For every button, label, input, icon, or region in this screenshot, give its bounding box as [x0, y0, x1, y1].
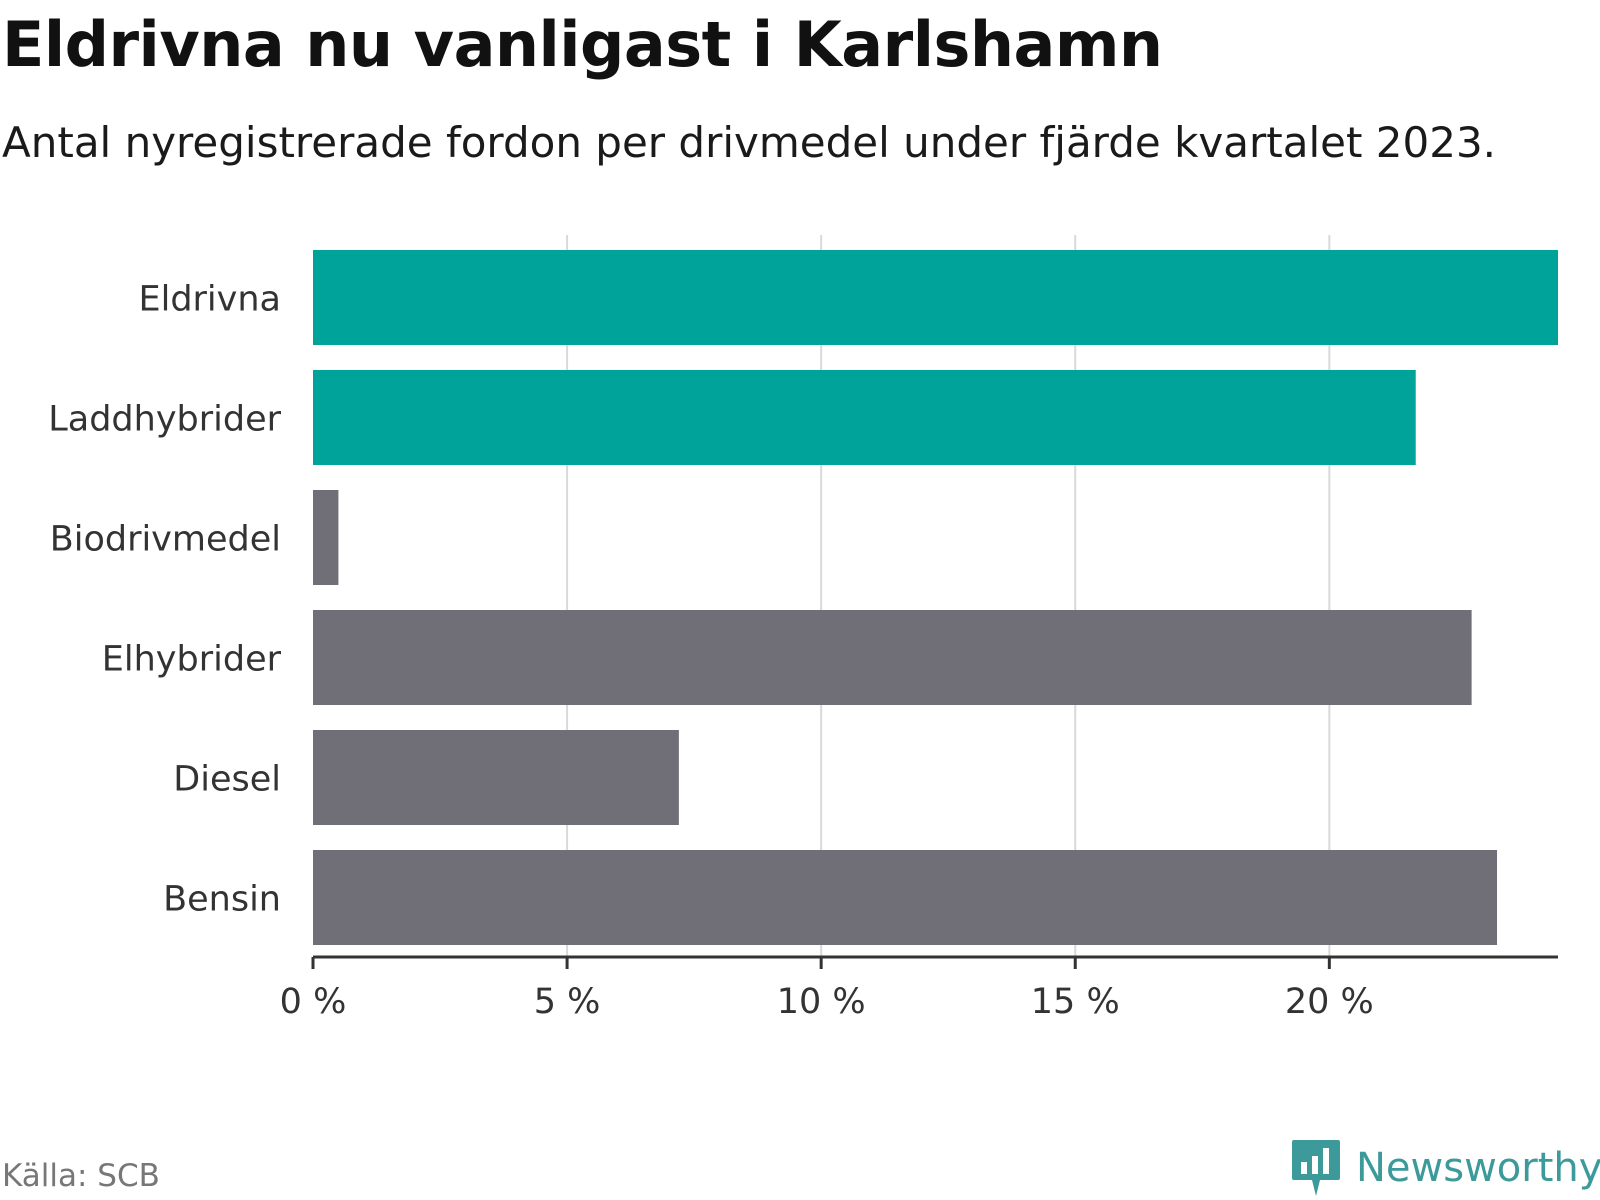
category-labels: Eldrivna Laddhybrider Biodrivmedel Elhybrid… — [48, 280, 281, 920]
x-tick-label-20: 20 % — [1285, 982, 1374, 1022]
bars — [313, 250, 1558, 945]
bar-bensin — [313, 850, 1498, 945]
x-tick-label-5: 5 % — [534, 982, 601, 1022]
bar-chart: Eldrivna Laddhybrider Biodrivmedel Elhybrid… — [48, 235, 1558, 1022]
bar-diesel — [313, 730, 679, 825]
category-label-diesel: Diesel — [173, 760, 281, 800]
chart-title: Eldrivna nu vanligast i Karlshamn — [2, 8, 1163, 81]
category-label-bensin: Bensin — [163, 880, 281, 920]
brand-logo: Newsworthy — [1290, 1140, 1600, 1196]
newsworthy-icon — [1290, 1138, 1342, 1198]
category-label-laddhybrider: Laddhybrider — [48, 400, 281, 440]
category-label-eldrivna: Eldrivna — [138, 280, 281, 320]
bar-elhybrider — [313, 610, 1472, 705]
bar-biodrivmedel — [313, 490, 339, 585]
x-tick-label-10: 10 % — [777, 982, 866, 1022]
grid-lines — [566, 235, 1331, 957]
category-label-elhybrider: Elhybrider — [102, 640, 282, 680]
chart-subtitle: Antal nyregistrerade fordon per drivmede… — [2, 118, 1497, 167]
brand-name: Newsworthy — [1356, 1145, 1600, 1191]
x-axis: 0 % 5 % 10 % 15 % 20 % — [280, 955, 1558, 1022]
source-note: Källa: SCB — [2, 1158, 160, 1194]
bar-eldrivna — [313, 250, 1558, 345]
bar-laddhybrider — [313, 370, 1416, 465]
category-label-biodrivmedel: Biodrivmedel — [50, 520, 281, 560]
x-tick-label-15: 15 % — [1031, 982, 1120, 1022]
x-tick-label-0: 0 % — [280, 982, 347, 1022]
